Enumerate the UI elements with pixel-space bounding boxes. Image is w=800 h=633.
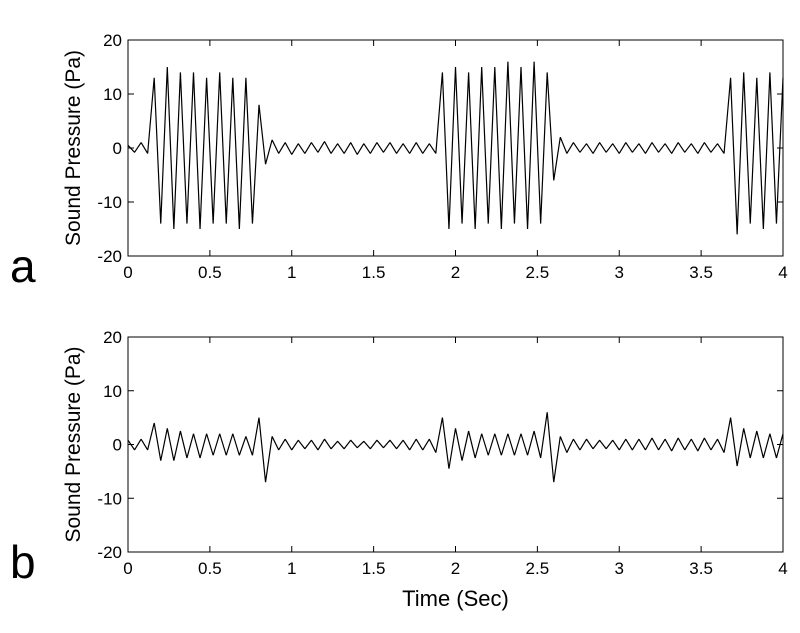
x-tick-label: 0 bbox=[123, 263, 132, 282]
y-axis-label: Sound Pressure (Pa) bbox=[62, 50, 85, 246]
x-tick-label: 2.5 bbox=[526, 559, 550, 578]
panel-label: a bbox=[10, 240, 36, 292]
x-tick-label: 0 bbox=[123, 559, 132, 578]
y-axis-label: Sound Pressure (Pa) bbox=[62, 346, 85, 542]
x-tick-label: 0.5 bbox=[198, 559, 222, 578]
x-tick-label: 1.5 bbox=[362, 559, 386, 578]
x-tick-label: 3.5 bbox=[689, 263, 713, 282]
x-tick-label: 1.5 bbox=[362, 263, 386, 282]
y-tick-label: -10 bbox=[97, 489, 122, 508]
waveform bbox=[127, 61, 784, 235]
y-tick-label: 20 bbox=[103, 31, 122, 50]
x-tick-label: 2.5 bbox=[526, 263, 550, 282]
plot-area bbox=[127, 336, 784, 553]
y-tick-label: -20 bbox=[97, 543, 122, 562]
x-tick-label: 4 bbox=[778, 263, 787, 282]
x-tick-label: 1 bbox=[287, 559, 296, 578]
x-tick-label: 0.5 bbox=[198, 263, 222, 282]
x-tick-label: 2 bbox=[451, 559, 460, 578]
y-tick-label: 0 bbox=[113, 139, 122, 158]
y-tick-label: 10 bbox=[103, 382, 122, 401]
x-tick-label: 3 bbox=[615, 263, 624, 282]
x-tick-label: 1 bbox=[287, 263, 296, 282]
y-tick-label: -10 bbox=[97, 193, 122, 212]
x-tick-label: 3.5 bbox=[689, 559, 713, 578]
x-tick-label: 4 bbox=[778, 559, 787, 578]
x-tick-label: 3 bbox=[615, 559, 624, 578]
waveform bbox=[127, 412, 784, 483]
x-tick-label: 2 bbox=[451, 263, 460, 282]
x-axis-label: Time (Sec) bbox=[402, 586, 509, 611]
y-tick-label: 0 bbox=[113, 436, 122, 455]
y-tick-label: 20 bbox=[103, 328, 122, 347]
y-tick-label: 10 bbox=[103, 85, 122, 104]
y-tick-label: -20 bbox=[97, 247, 122, 266]
panel-label: b bbox=[10, 536, 36, 588]
